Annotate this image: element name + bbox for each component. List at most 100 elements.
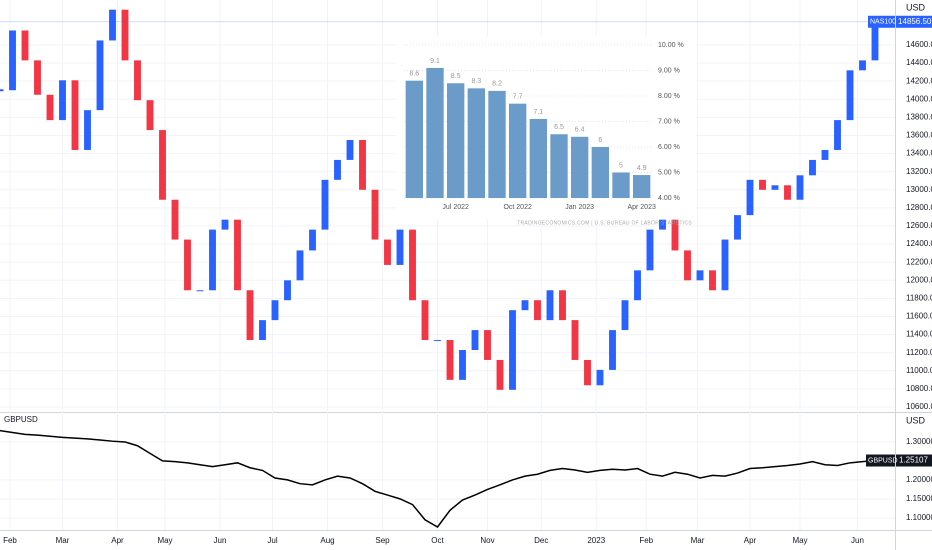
y-tick-label: 1.15000	[906, 494, 932, 503]
y-tick-label: 13000.00	[906, 185, 932, 194]
value-label: 8.5	[451, 73, 461, 80]
candle	[159, 130, 166, 200]
x-tick-label: Mar	[56, 536, 70, 545]
candle	[634, 270, 641, 301]
candle	[384, 239, 391, 265]
bar	[467, 88, 486, 198]
y-tick-label: 1.10000	[906, 513, 932, 522]
candle	[834, 120, 841, 150]
bar	[426, 67, 444, 198]
x-tick-label: Apr 2023	[627, 204, 656, 211]
candle	[284, 280, 291, 301]
x-tick-label: Jun	[851, 536, 864, 545]
y-tick-label: 13200.00	[906, 167, 932, 176]
y-tick-label: 5.00 %	[658, 169, 680, 176]
candle	[796, 175, 804, 200]
value-label: 7.7	[513, 93, 523, 100]
bar	[591, 147, 610, 198]
candle	[646, 229, 654, 271]
y-tick-label: 7.00 %	[658, 118, 680, 125]
candle	[259, 320, 266, 341]
bar	[405, 80, 424, 198]
candle	[196, 290, 204, 292]
y-tick-label: 4.00 %	[658, 195, 680, 202]
candle	[534, 300, 541, 321]
y-tick-label: 13400.00	[906, 149, 932, 158]
x-tick-label: Jul 2022	[442, 204, 469, 211]
candle	[271, 300, 279, 321]
candle	[734, 215, 741, 240]
value-label: 8.6	[409, 71, 419, 78]
x-tick-label: Oct	[431, 536, 444, 545]
value-label: 5	[619, 162, 623, 169]
value-label: 8.3	[471, 78, 481, 85]
candle	[71, 80, 79, 150]
bar	[446, 83, 465, 198]
candle	[171, 199, 179, 240]
candle	[146, 100, 154, 131]
bar	[550, 134, 568, 198]
candle	[321, 179, 329, 230]
candle	[759, 179, 766, 190]
candle	[721, 239, 729, 291]
candle	[21, 30, 29, 61]
y-tick-label: 13800.00	[906, 112, 932, 121]
bar	[488, 90, 506, 198]
symbol-tag	[868, 15, 895, 28]
axis-unit: USD	[906, 2, 926, 12]
candle	[509, 310, 516, 390]
value-label: 6.5	[554, 124, 564, 131]
value-label: 9.1	[430, 58, 440, 65]
candle	[584, 359, 591, 386]
inset-chart: 4.00 % 5.00 % 6.00 % 7.00 % 8.00 % 9.00 % 10.0…	[396, 37, 696, 226]
y-tick-label: 14200.00	[906, 76, 932, 85]
symbol-tag-label: NAS100	[870, 19, 896, 26]
candle	[621, 300, 629, 331]
y-tick-label: 14000.00	[906, 94, 932, 103]
y-tick-label: 12200.00	[906, 257, 932, 266]
y-tick-label: 10.00 %	[658, 42, 684, 49]
candle	[809, 159, 816, 176]
candle	[771, 185, 779, 190]
grid	[0, 0, 895, 530]
candle	[121, 9, 129, 61]
y-tick-label: 10800.00	[906, 384, 932, 393]
candle	[821, 149, 829, 160]
bar	[612, 172, 630, 198]
source-note: TRADINGECONOMICS.COM | U.S. BUREAU OF LA…	[517, 220, 692, 226]
x-tick-label: Nov	[480, 536, 494, 545]
x-tick-label: Jul	[267, 536, 277, 545]
x-tick-label: Jan 2023	[565, 204, 594, 211]
candle	[109, 9, 116, 41]
value-label: 4.9	[637, 165, 647, 172]
candle	[659, 219, 666, 230]
candle	[221, 219, 229, 230]
x-tick-label: Dec	[534, 536, 548, 545]
y-tick-label: 9.00 %	[658, 67, 680, 74]
y-tick-label: 6.00 %	[658, 144, 680, 151]
candle	[309, 229, 316, 251]
candle	[184, 239, 191, 291]
value-label: 6	[598, 137, 602, 144]
y-tick-label: 11000.00	[906, 366, 932, 375]
candle	[696, 270, 704, 281]
price-tag-label: 1.25107	[899, 456, 928, 465]
candle	[496, 359, 504, 390]
bar	[570, 136, 589, 198]
bar	[508, 103, 527, 198]
candle	[434, 340, 441, 342]
x-tick-label: Mar	[691, 536, 705, 545]
candle	[671, 219, 679, 251]
candle	[471, 330, 479, 350]
candle	[46, 94, 54, 121]
candle	[446, 340, 454, 380]
axis-unit: USD	[906, 415, 926, 425]
y-tick-label: 13600.00	[906, 131, 932, 140]
x-tick-label: Oct 2022	[503, 204, 532, 211]
candle	[96, 40, 104, 111]
y-tick-label: 12000.00	[906, 275, 932, 284]
y-tick-label: 11400.00	[906, 330, 932, 339]
candle	[596, 369, 604, 386]
candle	[421, 300, 429, 341]
